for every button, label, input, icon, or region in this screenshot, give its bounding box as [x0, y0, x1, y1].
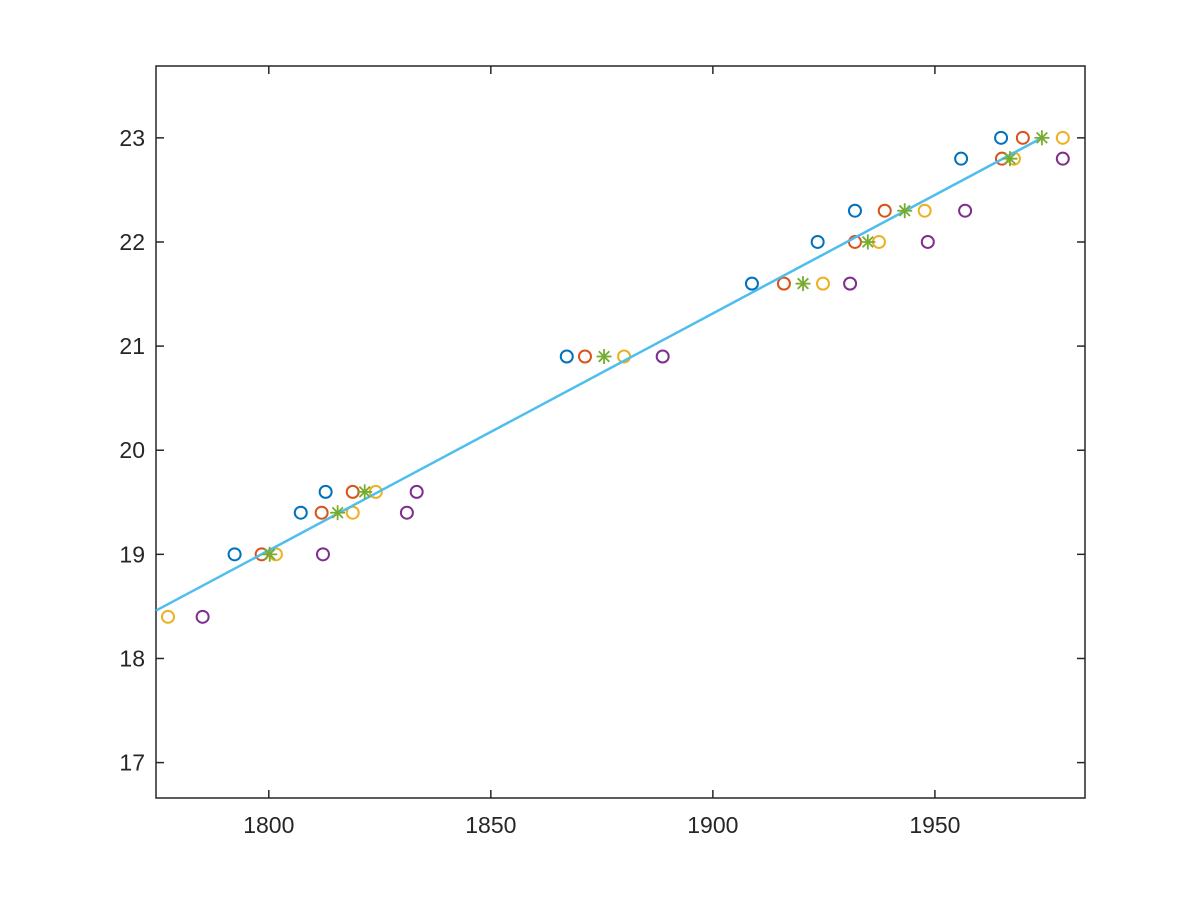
series-blue-marker — [227, 547, 242, 562]
series-orange-marker — [776, 276, 791, 291]
series-green-marker — [596, 349, 612, 365]
y-tick-label: 17 — [119, 750, 145, 776]
series-green-marker — [1034, 130, 1050, 146]
asterisk-arm — [263, 548, 276, 561]
asterisk-arm — [797, 277, 809, 290]
series-green-marker — [330, 505, 346, 521]
series-blue-marker — [994, 130, 1009, 145]
series-green-marker — [357, 484, 373, 500]
series-purple-marker — [1055, 151, 1070, 166]
linear-fit-line — [155, 136, 1043, 612]
series-purple-marker — [655, 349, 670, 364]
series-purple-marker — [409, 484, 424, 499]
series-green-marker — [860, 234, 876, 250]
series-green-marker — [897, 203, 913, 219]
series-orange-marker — [577, 349, 592, 364]
y-tick-label: 21 — [119, 333, 145, 359]
series-orange-marker — [1015, 130, 1030, 145]
y-tick-label: 22 — [119, 229, 145, 255]
series-orange-marker — [877, 203, 892, 218]
y-tick-label: 19 — [119, 541, 145, 567]
series-green-marker — [262, 546, 278, 562]
x-tick-label: 1950 — [909, 812, 960, 838]
y-tick-label: 20 — [119, 437, 145, 463]
asterisk-arm — [1004, 152, 1016, 165]
series-yellow-marker — [160, 609, 175, 624]
asterisk-arm — [898, 204, 911, 217]
series-purple-marker — [195, 609, 210, 624]
series-blue-marker — [954, 151, 969, 166]
y-tick-label: 18 — [119, 645, 145, 671]
x-tick-label: 1850 — [465, 812, 516, 838]
series-blue-marker — [810, 234, 825, 249]
series-purple-marker — [920, 234, 935, 249]
asterisk-arm — [861, 236, 874, 248]
series-blue-marker — [744, 276, 759, 291]
plot-box — [155, 65, 1086, 799]
series-purple-marker — [958, 203, 973, 218]
series-yellow-marker — [815, 276, 830, 291]
series-green-marker — [1002, 151, 1018, 167]
asterisk-arm — [331, 506, 344, 519]
series-purple-marker — [315, 547, 330, 562]
series-orange-marker — [314, 505, 329, 520]
asterisk-arm — [598, 350, 611, 363]
series-yellow-marker — [917, 203, 932, 218]
y-tick-label: 23 — [119, 125, 145, 151]
series-blue-marker — [318, 484, 333, 499]
series-purple-marker — [399, 505, 414, 520]
asterisk-arm — [358, 485, 371, 498]
series-green-marker — [795, 276, 811, 292]
series-yellow-marker — [1055, 130, 1070, 145]
series-blue-marker — [293, 505, 308, 520]
series-blue-marker — [847, 203, 862, 218]
series-purple-marker — [843, 276, 858, 291]
series-blue-marker — [559, 349, 574, 364]
series-orange-marker — [345, 484, 360, 499]
asterisk-arm — [1035, 131, 1048, 144]
x-tick-label: 1900 — [687, 812, 738, 838]
x-tick-label: 1800 — [243, 812, 294, 838]
